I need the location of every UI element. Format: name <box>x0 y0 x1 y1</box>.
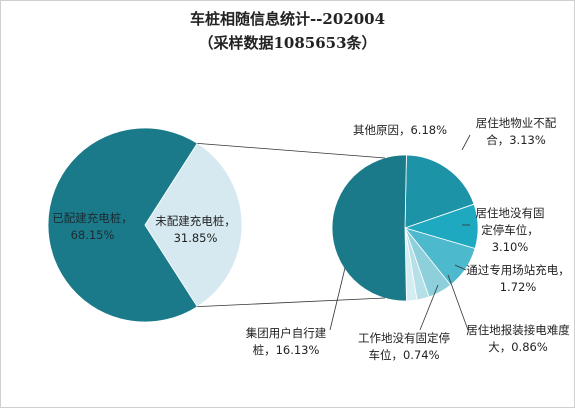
data-label: 其他原因，6.18% <box>330 122 470 139</box>
pie-slice <box>331 154 407 302</box>
separator: ， <box>497 133 510 147</box>
value-label: 3.10% <box>491 240 529 254</box>
category-name: 居住地物业不配合 <box>475 116 557 147</box>
value-label: 16.13% <box>275 343 320 357</box>
category-name: 通过专用场站充电 <box>466 263 559 277</box>
value-label: 0.74% <box>402 348 440 362</box>
separator: ， <box>527 223 539 237</box>
data-label: 集团用户自行建桩，16.13% <box>236 325 336 359</box>
value-label: 1.72% <box>499 280 537 294</box>
separator: ， <box>558 263 570 277</box>
leader <box>454 264 467 271</box>
category-name: 已配建充电桩 <box>52 211 122 225</box>
category-name: 工作地没有固定停车位 <box>358 331 450 362</box>
data-label: 未配建充电桩， 31.85% <box>148 213 243 247</box>
value-label: 6.18% <box>410 123 448 137</box>
data-label: 已配建充电桩， 68.15% <box>45 210 140 244</box>
category-name: 居住地报装接电难度大 <box>466 323 570 354</box>
value-label: 0.86% <box>511 340 548 354</box>
leader <box>461 134 471 151</box>
marks <box>47 127 479 323</box>
leader <box>419 284 439 331</box>
category-name: 未配建充电桩 <box>155 214 225 228</box>
connector <box>197 297 386 308</box>
pie-slice <box>144 142 243 308</box>
chart-title: 车桩相随信息统计--202004 <box>189 10 386 28</box>
separator: ， <box>398 123 411 137</box>
chart-subtitle: （采样数据1085653条） <box>198 34 377 52</box>
connector <box>197 142 386 159</box>
separator: ， <box>391 348 403 362</box>
category-name: 居住地没有固定停车位 <box>475 206 545 237</box>
separator: ， <box>224 214 236 228</box>
leader <box>447 274 469 331</box>
separator: ， <box>121 211 133 225</box>
value-label: 68.15% <box>70 228 115 242</box>
separator: ， <box>264 343 276 357</box>
separator: ， <box>499 340 512 354</box>
category-name: 其他原因 <box>352 123 399 137</box>
data-label: 居住地报装接电难度大，0.86% <box>466 322 570 356</box>
data-label: 通过专用场站充电， 1.72% <box>466 262 570 296</box>
leader <box>329 267 346 331</box>
pie-slice <box>47 127 198 323</box>
data-label: 居住地没有固定停车位， 3.10% <box>470 205 550 256</box>
data-label: 工作地没有固定停车位，0.74% <box>358 330 450 364</box>
leaders <box>329 134 471 331</box>
data-label: 居住地物业不配合，3.13% <box>466 115 566 149</box>
value-label: 3.13% <box>509 133 546 147</box>
category-name: 集团用户自行建桩 <box>245 326 327 357</box>
value-label: 31.85% <box>173 231 218 245</box>
